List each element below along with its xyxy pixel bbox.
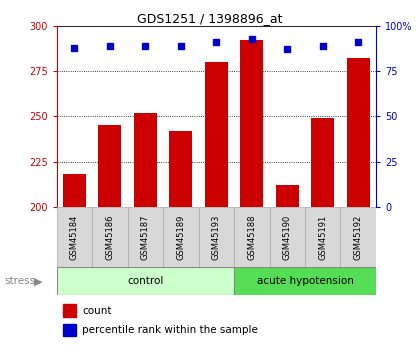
Bar [128, 207, 163, 267]
Text: GDS1251 / 1398896_at: GDS1251 / 1398896_at [137, 12, 283, 25]
Bar [305, 207, 341, 267]
Bar [341, 207, 376, 267]
Text: GSM45191: GSM45191 [318, 215, 327, 260]
Bar [92, 207, 128, 267]
Bar [57, 267, 234, 295]
Bar [234, 267, 376, 295]
Bar [199, 207, 234, 267]
Bar [98, 126, 121, 207]
Text: GSM45187: GSM45187 [141, 215, 150, 260]
Text: GSM45190: GSM45190 [283, 215, 292, 260]
Bar [205, 62, 228, 207]
Bar [240, 40, 263, 207]
Text: GSM45192: GSM45192 [354, 215, 362, 260]
Text: GSM45189: GSM45189 [176, 215, 185, 260]
Bar [57, 207, 92, 267]
Text: ▶: ▶ [34, 276, 43, 286]
Text: GSM45188: GSM45188 [247, 215, 256, 260]
Bar [346, 58, 370, 207]
Text: stress: stress [4, 276, 35, 286]
Bar [311, 118, 334, 207]
Bar [63, 304, 76, 317]
Bar [63, 175, 86, 207]
Text: GSM45193: GSM45193 [212, 215, 221, 260]
Bar [270, 207, 305, 267]
Bar [134, 113, 157, 207]
Text: count: count [82, 306, 112, 315]
Bar [63, 324, 76, 336]
Bar [234, 207, 270, 267]
Text: acute hypotension: acute hypotension [257, 276, 353, 286]
Bar [169, 131, 192, 207]
Text: control: control [127, 276, 163, 286]
Text: GSM45184: GSM45184 [70, 215, 79, 260]
Bar [276, 185, 299, 207]
Text: percentile rank within the sample: percentile rank within the sample [82, 325, 258, 335]
Bar [163, 207, 199, 267]
Text: GSM45186: GSM45186 [105, 215, 114, 260]
